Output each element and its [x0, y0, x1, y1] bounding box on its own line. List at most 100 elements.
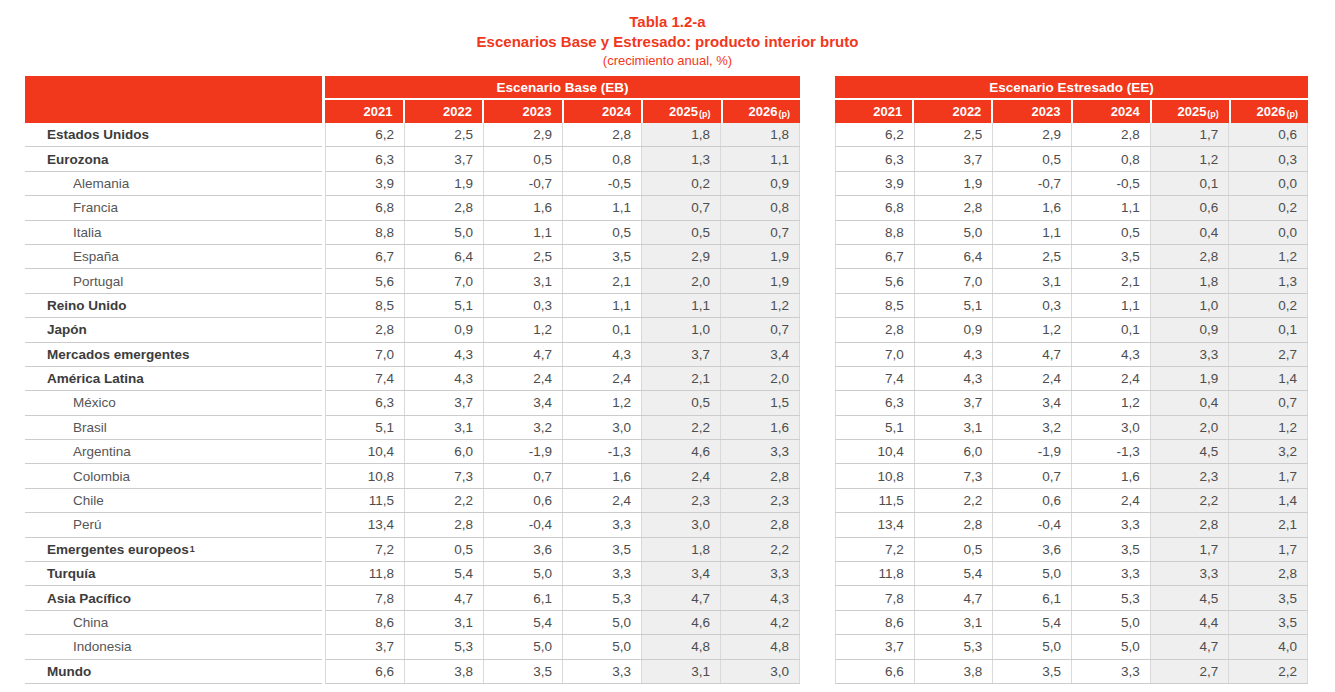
value-cell: 2,4 — [641, 464, 720, 487]
row-label: Italia — [25, 221, 322, 245]
year-header-cell: 2022 — [403, 100, 483, 123]
value-cell: 3,5 — [562, 538, 641, 561]
value-cell: 2,5 — [483, 245, 562, 268]
value-cell: 3,3 — [562, 562, 641, 585]
year-text: 2023 — [1032, 104, 1061, 119]
value-cell: 0,6 — [483, 489, 562, 512]
row-label-text: Indonesia — [73, 639, 132, 654]
table-row: 11,52,20,62,42,32,3 — [325, 489, 800, 513]
value-cell: 8,6 — [835, 611, 914, 634]
value-cell: 0,4 — [1150, 221, 1229, 244]
year-header-cell: 2021 — [835, 100, 912, 123]
value-cell: 2,3 — [641, 489, 720, 512]
value-cell: 3,3 — [1071, 562, 1150, 585]
value-cell: 0,6 — [1228, 123, 1308, 146]
year-text: 2024 — [602, 104, 631, 119]
table-row: 6,33,73,41,20,51,5 — [325, 391, 800, 415]
table-row: 6,82,81,61,10,70,8 — [325, 196, 800, 220]
value-cell: 1,2 — [562, 391, 641, 414]
value-cell: 2,1 — [562, 269, 641, 292]
value-cell: 0,7 — [992, 464, 1071, 487]
value-cell: 8,6 — [325, 611, 404, 634]
value-cell: 3,7 — [404, 147, 483, 170]
row-label-text: Perú — [73, 517, 102, 532]
row-label-text: América Latina — [47, 371, 144, 386]
value-cell: 1,3 — [1228, 269, 1308, 292]
value-cell: 3,7 — [914, 391, 993, 414]
value-cell: 2,8 — [404, 196, 483, 219]
value-cell: 1,2 — [720, 294, 800, 317]
value-cell: 3,5 — [992, 660, 1071, 683]
value-cell: 5,0 — [562, 611, 641, 634]
value-cell: 5,6 — [835, 269, 914, 292]
value-cell: 0,8 — [562, 147, 641, 170]
row-label: China — [25, 611, 322, 635]
value-cell: 2,8 — [1071, 123, 1150, 146]
year-text: 2025 — [669, 104, 698, 119]
value-cell: 1,9 — [404, 172, 483, 195]
value-cell: 2,9 — [992, 123, 1071, 146]
value-cell: 1,7 — [1228, 538, 1308, 561]
value-cell: 6,7 — [835, 245, 914, 268]
value-cell: 1,9 — [1150, 367, 1229, 390]
value-cell: 4,8 — [720, 635, 800, 658]
value-cell: 1,2 — [1071, 391, 1150, 414]
value-cell: 3,0 — [1071, 416, 1150, 439]
value-cell: 10,4 — [835, 440, 914, 463]
value-cell: 2,8 — [1150, 513, 1229, 536]
value-cell: 3,7 — [404, 391, 483, 414]
value-cell: 2,2 — [720, 538, 800, 561]
base-scenario-body: 6,22,52,92,81,81,86,33,70,50,81,31,13,91… — [325, 123, 800, 684]
value-cell: 6,7 — [325, 245, 404, 268]
row-label: América Latina — [25, 367, 322, 391]
value-cell: 4,3 — [1071, 343, 1150, 366]
projection-suffix: (p) — [1207, 109, 1219, 119]
value-cell: 7,0 — [914, 269, 993, 292]
row-label: España — [25, 245, 322, 269]
value-cell: -0,7 — [483, 172, 562, 195]
value-cell: 1,6 — [562, 464, 641, 487]
year-text: 2026 — [749, 104, 778, 119]
value-cell: 4,3 — [404, 367, 483, 390]
value-cell: 2,1 — [641, 367, 720, 390]
value-cell: 7,0 — [325, 343, 404, 366]
value-cell: 2,0 — [641, 269, 720, 292]
table-row: 5,13,13,23,02,01,2 — [835, 416, 1308, 440]
value-cell: 0,5 — [992, 147, 1071, 170]
value-cell: 3,9 — [325, 172, 404, 195]
value-cell: 6,3 — [835, 147, 914, 170]
value-cell: 2,4 — [562, 367, 641, 390]
value-cell: 6,2 — [835, 123, 914, 146]
value-cell: 6,1 — [992, 586, 1071, 609]
value-cell: 6,0 — [404, 440, 483, 463]
row-label-text: Francia — [73, 200, 118, 215]
value-cell: 0,6 — [1150, 196, 1229, 219]
value-cell: 11,5 — [835, 489, 914, 512]
table-row: 6,33,70,50,81,31,1 — [325, 147, 800, 171]
value-cell: 3,7 — [835, 635, 914, 658]
value-cell: 0,7 — [1228, 391, 1308, 414]
value-cell: 10,8 — [835, 464, 914, 487]
value-cell: 2,8 — [325, 318, 404, 341]
value-cell: 1,7 — [1228, 464, 1308, 487]
value-cell: 2,3 — [1150, 464, 1229, 487]
scenario-tables: Estados UnidosEurozonaAlemaniaFranciaIta… — [25, 76, 1335, 684]
value-cell: 6,6 — [325, 660, 404, 683]
value-cell: 1,9 — [914, 172, 993, 195]
year-text: 2024 — [1111, 104, 1140, 119]
value-cell: 5,3 — [914, 635, 993, 658]
table-row: 6,33,73,41,20,40,7 — [835, 391, 1308, 415]
value-cell: 2,8 — [914, 196, 993, 219]
table-row: 8,55,10,31,11,11,2 — [325, 294, 800, 318]
value-cell: 0,4 — [1150, 391, 1229, 414]
row-label-text: España — [73, 249, 119, 264]
value-cell: 0,5 — [483, 147, 562, 170]
value-cell: 0,0 — [1228, 172, 1308, 195]
table-row: 10,46,0-1,9-1,34,63,3 — [325, 440, 800, 464]
value-cell: 1,1 — [992, 221, 1071, 244]
value-cell: 0,7 — [720, 318, 800, 341]
projection-suffix: (p) — [1287, 109, 1299, 119]
value-cell: 5,4 — [992, 611, 1071, 634]
row-label-text: Estados Unidos — [47, 127, 149, 142]
value-cell: 4,7 — [641, 586, 720, 609]
